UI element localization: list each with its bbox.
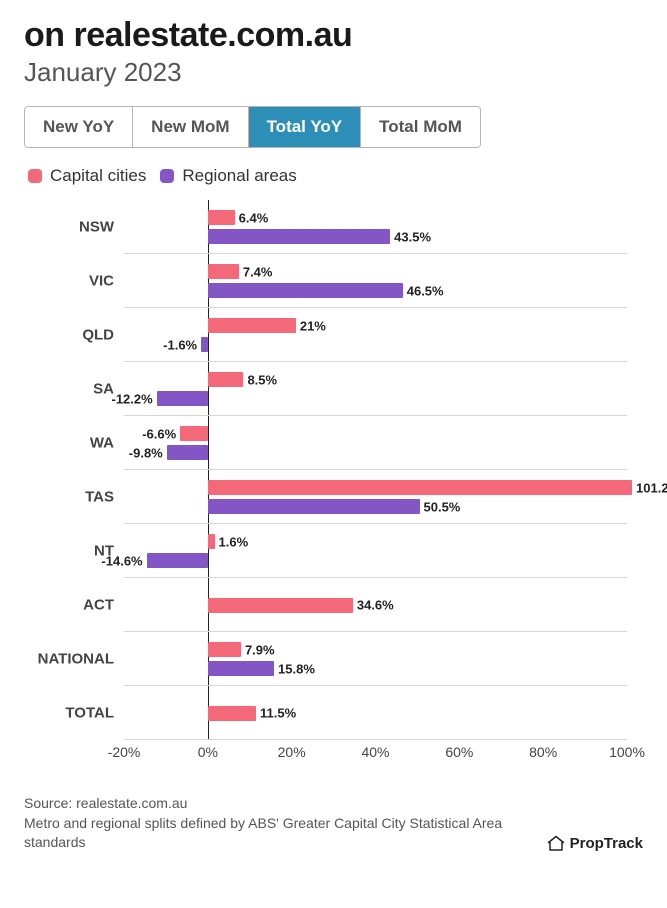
bar-capital: 1.6% — [208, 534, 215, 549]
bar-regional: -9.8% — [167, 445, 208, 460]
bar-capital: 6.4% — [208, 210, 235, 225]
bar-capital: 8.5% — [208, 372, 244, 387]
brand-logo: PropTrack — [547, 835, 643, 853]
category-label: TAS — [85, 488, 124, 505]
bar-regional: -1.6% — [201, 337, 208, 352]
category-label: VIC — [89, 272, 124, 289]
value-label: -12.2% — [111, 391, 152, 406]
x-tick: 20% — [278, 744, 306, 760]
value-label: 1.6% — [219, 534, 249, 549]
category-row: TAS101.2%50.5% — [124, 470, 627, 524]
value-label: -1.6% — [163, 337, 197, 352]
bar-capital: 101.2% — [208, 480, 632, 495]
category-label: QLD — [82, 326, 124, 343]
page-title: on realestate.com.au — [24, 16, 643, 55]
x-tick: 100% — [609, 744, 645, 760]
bar-capital: 11.5% — [208, 706, 256, 721]
value-label: 7.4% — [243, 264, 273, 279]
bar-regional: 46.5% — [208, 283, 403, 298]
category-row: VIC7.4%46.5% — [124, 254, 627, 308]
category-row: TOTAL11.5% — [124, 686, 627, 740]
legend-label: Capital cities — [50, 166, 146, 186]
bar-capital: -6.6% — [180, 426, 208, 441]
bar-capital: 21% — [208, 318, 296, 333]
legend-swatch — [160, 169, 174, 183]
chart: NSW6.4%43.5%VIC7.4%46.5%QLD21%-1.6%SA8.5… — [124, 200, 627, 776]
x-tick: 60% — [445, 744, 473, 760]
value-label: -6.6% — [142, 426, 176, 441]
value-label: 11.5% — [260, 706, 296, 721]
x-tick: 80% — [529, 744, 557, 760]
value-label: 6.4% — [239, 210, 269, 225]
page-subtitle: January 2023 — [24, 57, 643, 88]
bar-capital: 7.9% — [208, 642, 241, 657]
brand-label: PropTrack — [570, 835, 643, 852]
category-label: ACT — [83, 596, 124, 613]
category-label: TOTAL — [65, 704, 124, 721]
x-axis: -20%0%20%40%60%80%100% — [124, 744, 627, 776]
category-row: WA-6.6%-9.8% — [124, 416, 627, 470]
legend-item: Regional areas — [160, 166, 296, 186]
bar-regional: -12.2% — [157, 391, 208, 406]
legend-item: Capital cities — [28, 166, 146, 186]
category-label: NATIONAL — [38, 650, 124, 667]
category-row: NATIONAL7.9%15.8% — [124, 632, 627, 686]
tab-total-yoy[interactable]: Total YoY — [249, 107, 362, 147]
category-row: QLD21%-1.6% — [124, 308, 627, 362]
source-line: Metro and regional splits defined by ABS… — [24, 814, 504, 853]
value-label: 21% — [300, 318, 326, 333]
x-tick: 40% — [361, 744, 389, 760]
tab-total-mom[interactable]: Total MoM — [361, 107, 480, 147]
tab-bar: New YoYNew MoMTotal YoYTotal MoM — [24, 106, 481, 148]
value-label: 7.9% — [245, 642, 275, 657]
value-label: 8.5% — [247, 372, 277, 387]
source-note: Source: realestate.com.au Metro and regi… — [24, 794, 504, 853]
value-label: 34.6% — [357, 598, 394, 613]
house-icon — [547, 835, 565, 853]
bar-capital: 34.6% — [208, 598, 353, 613]
tab-new-yoy[interactable]: New YoY — [25, 107, 133, 147]
category-row: NSW6.4%43.5% — [124, 200, 627, 254]
bar-regional: -14.6% — [147, 553, 208, 568]
category-row: SA8.5%-12.2% — [124, 362, 627, 416]
category-row: ACT34.6% — [124, 578, 627, 632]
legend: Capital cities Regional areas — [24, 166, 643, 186]
value-label: 15.8% — [278, 661, 315, 676]
category-row: NT1.6%-14.6% — [124, 524, 627, 578]
bar-regional: 43.5% — [208, 229, 390, 244]
tab-new-mom[interactable]: New MoM — [133, 107, 248, 147]
value-label: -14.6% — [101, 553, 142, 568]
source-line: Source: realestate.com.au — [24, 794, 504, 814]
category-label: WA — [90, 434, 124, 451]
value-label: 101.2% — [636, 480, 667, 495]
value-label: 43.5% — [394, 229, 431, 244]
bar-regional: 50.5% — [208, 499, 420, 514]
legend-label: Regional areas — [182, 166, 296, 186]
value-label: 50.5% — [424, 499, 461, 514]
bar-regional: 15.8% — [208, 661, 274, 676]
bar-capital: 7.4% — [208, 264, 239, 279]
value-label: -9.8% — [129, 445, 163, 460]
value-label: 46.5% — [407, 283, 444, 298]
category-label: NSW — [79, 218, 124, 235]
x-tick: -20% — [108, 744, 141, 760]
legend-swatch — [28, 169, 42, 183]
x-tick: 0% — [198, 744, 218, 760]
